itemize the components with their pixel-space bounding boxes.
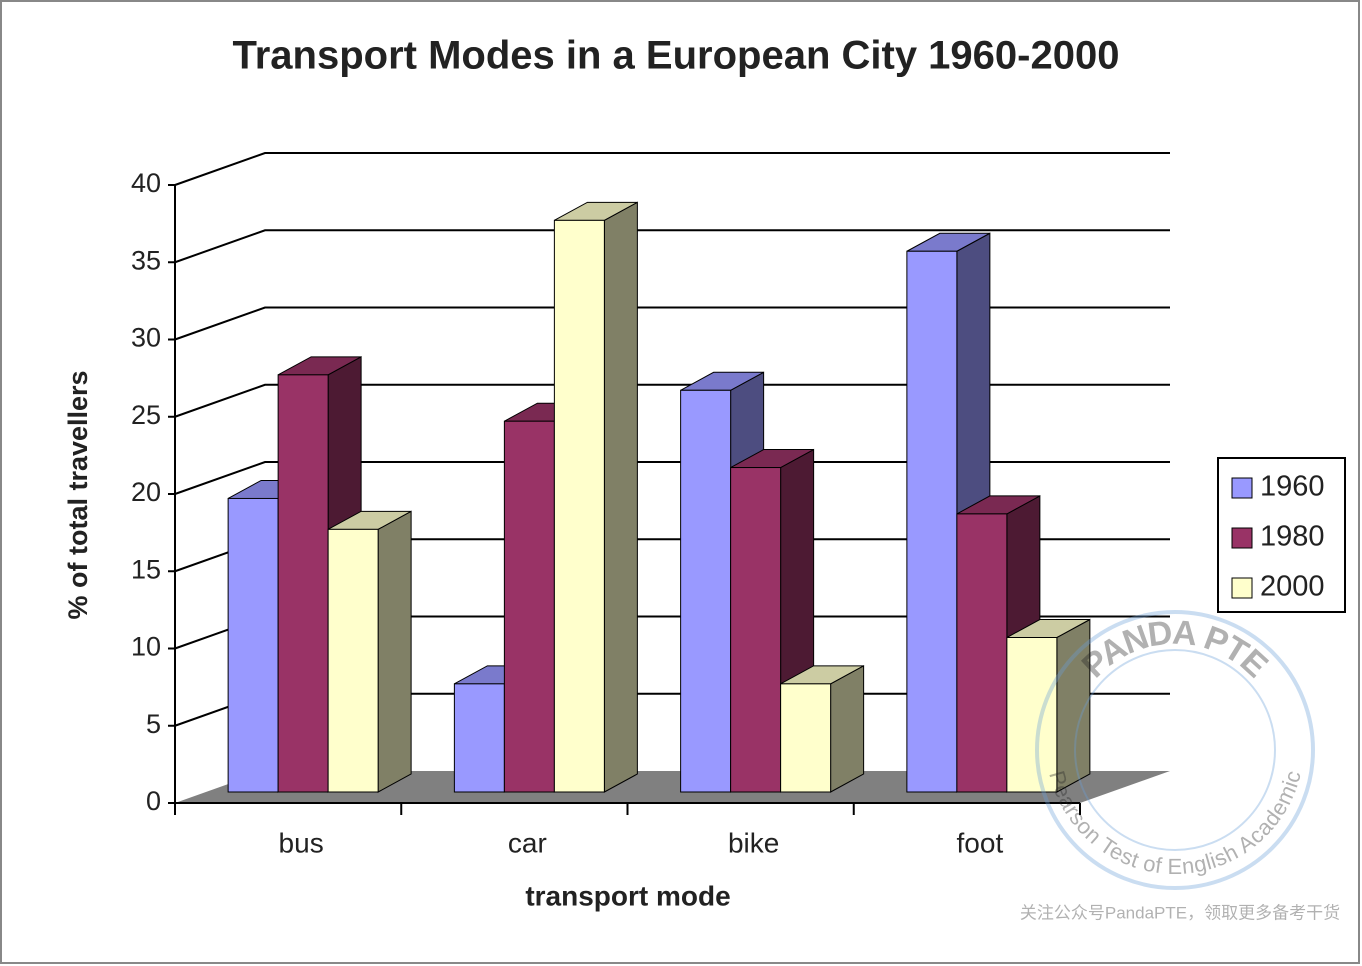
- bar: [553, 219, 605, 793]
- y-tick-label: 35: [131, 245, 161, 275]
- y-tick-label: 10: [131, 632, 161, 662]
- y-tick-label: 15: [131, 554, 161, 584]
- legend-swatch: [1231, 477, 1253, 499]
- legend-label: 1980: [1260, 521, 1325, 553]
- bar: [277, 374, 329, 793]
- logo-inner: [1074, 649, 1276, 851]
- bar: [780, 683, 832, 793]
- y-tick-label: 0: [146, 786, 161, 816]
- bar-side: [830, 665, 865, 793]
- y-tick-label: 30: [131, 323, 161, 353]
- y-tick-label: 5: [146, 709, 161, 739]
- bar: [956, 513, 1008, 793]
- bar: [906, 250, 958, 793]
- x-tick-label: bike: [728, 827, 779, 858]
- bar: [503, 420, 555, 793]
- legend-swatch: [1231, 527, 1253, 549]
- bar: [327, 528, 379, 793]
- legend: 1960 1980 2000: [1217, 457, 1346, 613]
- chart-title: Transport Modes in a European City 1960-…: [233, 34, 1120, 78]
- logo-ring: [1035, 610, 1315, 890]
- bar: [680, 389, 732, 793]
- bar-side: [603, 201, 638, 793]
- bar: [1006, 637, 1058, 793]
- y-axis-label: % of total travellers: [63, 370, 93, 619]
- grid-line: [174, 229, 1170, 264]
- legend-label: 1960: [1260, 471, 1325, 503]
- y-tick-label: 40: [131, 168, 161, 198]
- legend-swatch: [1231, 577, 1253, 599]
- y-tick-label: 20: [131, 477, 161, 507]
- grid-line: [174, 306, 1170, 341]
- x-tick-label: bus: [279, 827, 324, 858]
- x-tick-label: car: [508, 827, 547, 858]
- x-axis-label: transport mode: [525, 880, 730, 911]
- bar: [730, 467, 782, 793]
- legend-label: 2000: [1260, 571, 1325, 603]
- grid-line: [174, 461, 1170, 495]
- y-tick-label: 25: [131, 400, 161, 430]
- grid-line: [174, 152, 1170, 186]
- grid-line: [174, 383, 1170, 418]
- bar-side: [377, 510, 412, 793]
- footer: 关注公众号PandaPTE，领取更多备考干货: [1020, 903, 1340, 922]
- bar: [227, 497, 279, 793]
- plot: 0 5 10 15 20 25 30 35 40 bus car bike foot 1960 1980 20…: [131, 152, 1346, 858]
- bar: [453, 683, 505, 793]
- x-tick-label: foot: [957, 827, 1004, 858]
